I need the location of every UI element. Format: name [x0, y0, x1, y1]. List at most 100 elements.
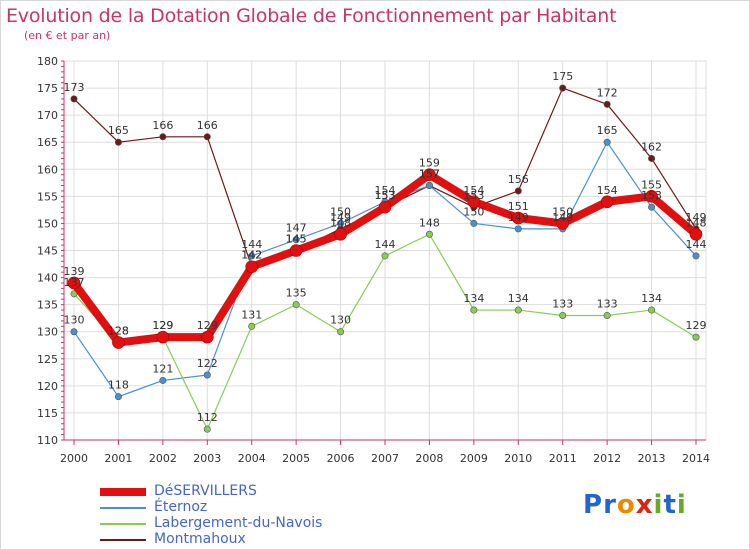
- data-label: 145: [286, 233, 307, 246]
- data-point: [600, 195, 614, 209]
- data-label: 148: [686, 216, 707, 229]
- data-label: 129: [686, 319, 707, 332]
- data-label: 129: [197, 319, 218, 332]
- x-tick-label: 2009: [460, 452, 488, 465]
- data-point: [70, 328, 78, 336]
- data-point: [114, 393, 122, 401]
- data-point: [556, 217, 570, 230]
- axes: 110 115 120 125 130 135 140 145 150 155 160 165 170 1…: [37, 55, 710, 465]
- data-point: [514, 187, 522, 195]
- y-tick-label: 150: [37, 217, 58, 230]
- logo-letter: o: [616, 490, 636, 520]
- data-label: 144: [375, 238, 396, 251]
- data-point: [159, 133, 167, 141]
- data-label: 139: [64, 265, 85, 278]
- data-label: 156: [508, 173, 529, 186]
- data-point: [203, 425, 211, 433]
- data-label: 134: [508, 292, 529, 305]
- x-tick-label: 2002: [149, 452, 177, 465]
- data-point: [67, 276, 81, 290]
- data-label: 149: [508, 211, 529, 224]
- x-tick-label: 2010: [504, 452, 532, 465]
- data-point: [470, 306, 478, 314]
- data-point: [467, 195, 481, 209]
- data-point: [292, 301, 300, 309]
- data-label: 122: [197, 357, 218, 370]
- data-point: [603, 138, 611, 146]
- data-point: [692, 333, 700, 341]
- y-tick-label: 165: [37, 136, 58, 149]
- data-point: [337, 328, 345, 336]
- data-point: [603, 311, 611, 319]
- data-label: 131: [241, 308, 262, 321]
- data-point: [692, 252, 700, 260]
- logo-letter: i: [676, 490, 687, 520]
- data-label: 151: [508, 200, 529, 213]
- y-tick-label: 155: [37, 190, 58, 203]
- data-point: [292, 236, 300, 244]
- data-label: 144: [686, 238, 707, 251]
- data-point: [334, 227, 347, 241]
- data-point: [645, 190, 658, 203]
- data-label: 144: [241, 238, 262, 251]
- y-tick-label: 120: [37, 380, 58, 393]
- x-tick-label: 2004: [238, 452, 266, 465]
- data-label: 112: [197, 411, 218, 424]
- data-point: [248, 252, 256, 260]
- logo-letter: r: [603, 490, 617, 520]
- data-point: [648, 154, 656, 162]
- data-labels: 173 165 166 166 142 145 149 153 157 153 156 175 172 1…: [64, 70, 707, 424]
- data-label: 154: [375, 184, 396, 197]
- y-tick-label: 130: [37, 326, 58, 339]
- data-label: 137: [64, 276, 85, 289]
- data-label: 154: [463, 184, 484, 197]
- legend-label: Labergement-du-Navois: [154, 515, 323, 531]
- chart-title: Evolution de la Dotation Globale de Fonc…: [6, 5, 617, 27]
- y-tick-label: 170: [37, 109, 58, 122]
- data-point: [289, 244, 303, 257]
- data-point: [425, 182, 433, 190]
- data-point: [689, 227, 703, 241]
- data-point: [156, 330, 170, 344]
- data-label: 150: [463, 205, 484, 218]
- data-label: 149: [686, 211, 707, 224]
- data-point: [203, 371, 211, 379]
- data-point: [200, 330, 214, 344]
- data-label: 154: [597, 184, 618, 197]
- data-point: [112, 336, 125, 349]
- y-tick-label: 110: [37, 434, 58, 447]
- proxiti-logo: Proxiti: [583, 490, 687, 520]
- data-label: 162: [641, 140, 662, 153]
- y-tick-label: 115: [37, 407, 58, 420]
- data-point: [648, 203, 656, 211]
- data-point: [159, 376, 167, 384]
- data-label: 118: [108, 379, 129, 392]
- data-label: 172: [597, 86, 618, 99]
- data-label: 153: [375, 189, 396, 202]
- data-label: 121: [152, 362, 173, 375]
- data-point: [648, 306, 656, 314]
- y-tick-label: 180: [37, 55, 58, 68]
- data-point: [423, 168, 436, 181]
- y-tick-label: 125: [37, 353, 58, 366]
- data-point: [378, 200, 392, 214]
- data-label: 135: [286, 287, 307, 300]
- legend-label: Montmahoux: [154, 531, 246, 547]
- data-point: [470, 219, 478, 227]
- legend-label: DéSERVILLERS: [154, 483, 257, 499]
- data-label: 149: [552, 211, 573, 224]
- data-label: 153: [375, 189, 396, 202]
- x-tick-label: 2001: [104, 452, 132, 465]
- data-label: 155: [641, 178, 662, 191]
- data-point: [337, 219, 345, 227]
- x-tick-label: 2005: [282, 452, 310, 465]
- y-tick-label: 145: [37, 245, 58, 258]
- x-tick-label: 2012: [593, 452, 621, 465]
- data-point: [70, 95, 78, 103]
- data-label: 142: [241, 249, 262, 262]
- data-label: 134: [641, 292, 662, 305]
- data-label: 148: [330, 216, 351, 229]
- data-label: 175: [552, 70, 573, 83]
- data-label: 166: [197, 119, 218, 132]
- y-tick-label: 140: [37, 272, 58, 285]
